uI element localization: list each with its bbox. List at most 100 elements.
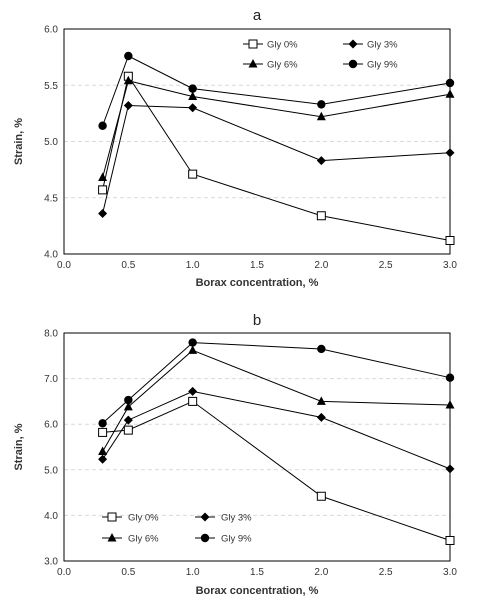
panel-a-data-point-gly-3 bbox=[445, 148, 455, 158]
panel-b-series-line-gly-9 bbox=[102, 342, 451, 424]
panel-a-x-tick-label: 1.0 bbox=[186, 260, 200, 271]
panel-b-data-point-gly-6 bbox=[445, 400, 455, 409]
panel-b-series-line-gly-3 bbox=[102, 390, 451, 470]
panel-b-y-tick-label: 4.0 bbox=[44, 511, 58, 522]
panel-a-y-tick-label: 4.5 bbox=[44, 193, 58, 204]
panel-a-data-point-gly-9 bbox=[188, 84, 197, 93]
panel-a-legend-marker-gly-6 bbox=[248, 59, 258, 68]
panel-a-series-gly-9 bbox=[98, 51, 455, 130]
panel-b-y-axis-title: Strain, % bbox=[13, 423, 25, 470]
panel-a-data-point-gly-3 bbox=[188, 103, 198, 113]
panel-b-data-point-gly-0 bbox=[123, 425, 133, 435]
panel-a-y-tick-label: 6.0 bbox=[44, 25, 58, 36]
panel-b-y-tick-label: 7.0 bbox=[44, 374, 58, 385]
panel-a-data-point-gly-3 bbox=[98, 209, 108, 218]
panel-a-legend-marker-gly-3 bbox=[348, 39, 358, 49]
panel-a-data-point-gly-9 bbox=[98, 121, 107, 130]
panel-b-data-point-gly-9 bbox=[98, 419, 107, 428]
panel-b-plot-frame bbox=[63, 332, 451, 562]
panel-b-legend-entry-gly-9: Gly 9% bbox=[195, 534, 252, 545]
panel-a-legend-entry-gly-6: Gly 6% bbox=[243, 59, 298, 71]
panel-b-legend-label-gly-0: Gly 0% bbox=[128, 513, 159, 524]
panel-b-legend-label-gly-6: Gly 6% bbox=[128, 534, 159, 545]
panel-a-series-line-gly-0 bbox=[102, 74, 451, 241]
panel-b-x-tick-label: 0.0 bbox=[57, 567, 71, 578]
panel-a-legend-label-gly-3: Gly 3% bbox=[367, 40, 398, 51]
panel-a-data-point-gly-9 bbox=[445, 78, 455, 88]
panel-a-legend-entry-gly-0: Gly 0% bbox=[243, 39, 298, 51]
panel-b-data-point-gly-6 bbox=[123, 401, 133, 411]
panel-a-y-tick-label: 5.0 bbox=[44, 137, 58, 148]
panel-a-y-axis-title: Strain, % bbox=[13, 118, 25, 165]
panel-a-data-point-gly-6 bbox=[316, 111, 326, 121]
panel-a-x-tick-label: 3.0 bbox=[443, 260, 457, 271]
panel-b-x-tick-label: 1.5 bbox=[250, 567, 264, 578]
panel-b-series-gly-9 bbox=[98, 338, 455, 428]
panel-b-legend-entry-gly-3: Gly 3% bbox=[195, 512, 252, 524]
panel-a-series-gly-6 bbox=[98, 75, 455, 181]
panel-b-series-line-gly-6 bbox=[102, 349, 451, 452]
panel-b-data-point-gly-0 bbox=[316, 491, 326, 501]
panel-a-x-tick-label: 2.5 bbox=[379, 260, 393, 271]
panel-a-data-point-gly-0 bbox=[445, 236, 455, 245]
panel-b-legend-entry-gly-6: Gly 6% bbox=[102, 533, 159, 545]
panel-a-x-tick-label: 1.5 bbox=[250, 260, 264, 271]
panel-b-x-axis-title: Borax concentration, % bbox=[196, 585, 319, 597]
panel-b-data-point-gly-6 bbox=[188, 345, 198, 354]
panel-b-y-tick-label: 6.0 bbox=[44, 420, 58, 431]
panel-b-data-point-gly-3 bbox=[188, 386, 198, 396]
panel-b-legend-label-gly-9: Gly 9% bbox=[221, 534, 252, 545]
panel-b-legend-marker-gly-9 bbox=[200, 533, 210, 543]
panel-b-data-point-gly-3 bbox=[98, 454, 108, 464]
panel-a-legend-label-gly-6: Gly 6% bbox=[267, 60, 298, 71]
panel-a-data-point-gly-6 bbox=[188, 91, 198, 100]
panel-a-data-point-gly-0 bbox=[316, 211, 326, 221]
panel-b-x-tick-label: 2.5 bbox=[379, 567, 393, 578]
panel-b-data-point-gly-9 bbox=[188, 338, 197, 347]
panel-b-x-tick-label: 0.5 bbox=[121, 567, 135, 578]
panel-b-data-point-gly-0 bbox=[98, 427, 108, 437]
panel-a-y-tick-label: 4.0 bbox=[44, 250, 58, 261]
panel-a-data-point-gly-3 bbox=[316, 156, 326, 166]
panel-b-y-tick-label: 3.0 bbox=[44, 557, 58, 568]
panel-b-legend-label-gly-3: Gly 3% bbox=[221, 513, 252, 524]
panel-b-x-tick-label: 2.0 bbox=[314, 567, 328, 578]
panel-a-plot-frame bbox=[63, 28, 451, 255]
panel-a-series-line-gly-6 bbox=[102, 80, 451, 178]
panel-b-data-point-gly-6 bbox=[316, 396, 326, 405]
panel-a-data-point-gly-6 bbox=[98, 172, 108, 181]
panel-b-legend-marker-gly-0 bbox=[107, 512, 117, 522]
panel-b-legend-entry-gly-0: Gly 0% bbox=[102, 512, 159, 524]
panel-a-x-axis-title: Borax concentration, % bbox=[196, 277, 319, 289]
panel-b-x-tick-label: 3.0 bbox=[443, 567, 457, 578]
panel-a-x-tick-label: 0.0 bbox=[57, 260, 71, 271]
panel-b-title: b bbox=[253, 312, 261, 329]
panel-b-data-point-gly-9 bbox=[445, 373, 455, 382]
panel-a-legend-entry-gly-9: Gly 9% bbox=[343, 60, 398, 71]
panel-a-data-point-gly-6 bbox=[123, 75, 133, 85]
panel-b-series-gly-6 bbox=[98, 345, 455, 456]
panel-a-series-gly-0 bbox=[98, 71, 455, 245]
panel-a-legend-marker-gly-0 bbox=[248, 39, 258, 49]
panel-b-data-point-gly-9 bbox=[317, 344, 326, 354]
panel-b-x-tick-label: 1.0 bbox=[186, 567, 200, 578]
panel-a-y-tick-label: 5.5 bbox=[44, 81, 58, 92]
panel-a-title: a bbox=[253, 7, 262, 24]
panel-a-data-point-gly-6 bbox=[445, 89, 455, 98]
panel-a-legend-entry-gly-3: Gly 3% bbox=[343, 39, 398, 51]
panel-b-data-point-gly-6 bbox=[98, 446, 108, 456]
panel-b-data-point-gly-3 bbox=[316, 412, 326, 422]
panel-b-data-point-gly-0 bbox=[188, 396, 198, 406]
panel-b-series-gly-0 bbox=[98, 396, 455, 545]
panel-a-data-point-gly-0 bbox=[188, 169, 198, 179]
panel-a-x-tick-label: 0.5 bbox=[121, 260, 135, 271]
panel-b-data-point-gly-3 bbox=[445, 464, 455, 474]
panel-a-data-point-gly-0 bbox=[98, 185, 108, 195]
panel-b-series-gly-3 bbox=[98, 386, 455, 474]
panel-b-legend-marker-gly-6 bbox=[107, 533, 117, 542]
panel-a-legend-marker-gly-9 bbox=[348, 59, 358, 69]
panel-a-data-point-gly-9 bbox=[317, 100, 326, 109]
panel-a-legend-label-gly-9: Gly 9% bbox=[367, 60, 398, 71]
